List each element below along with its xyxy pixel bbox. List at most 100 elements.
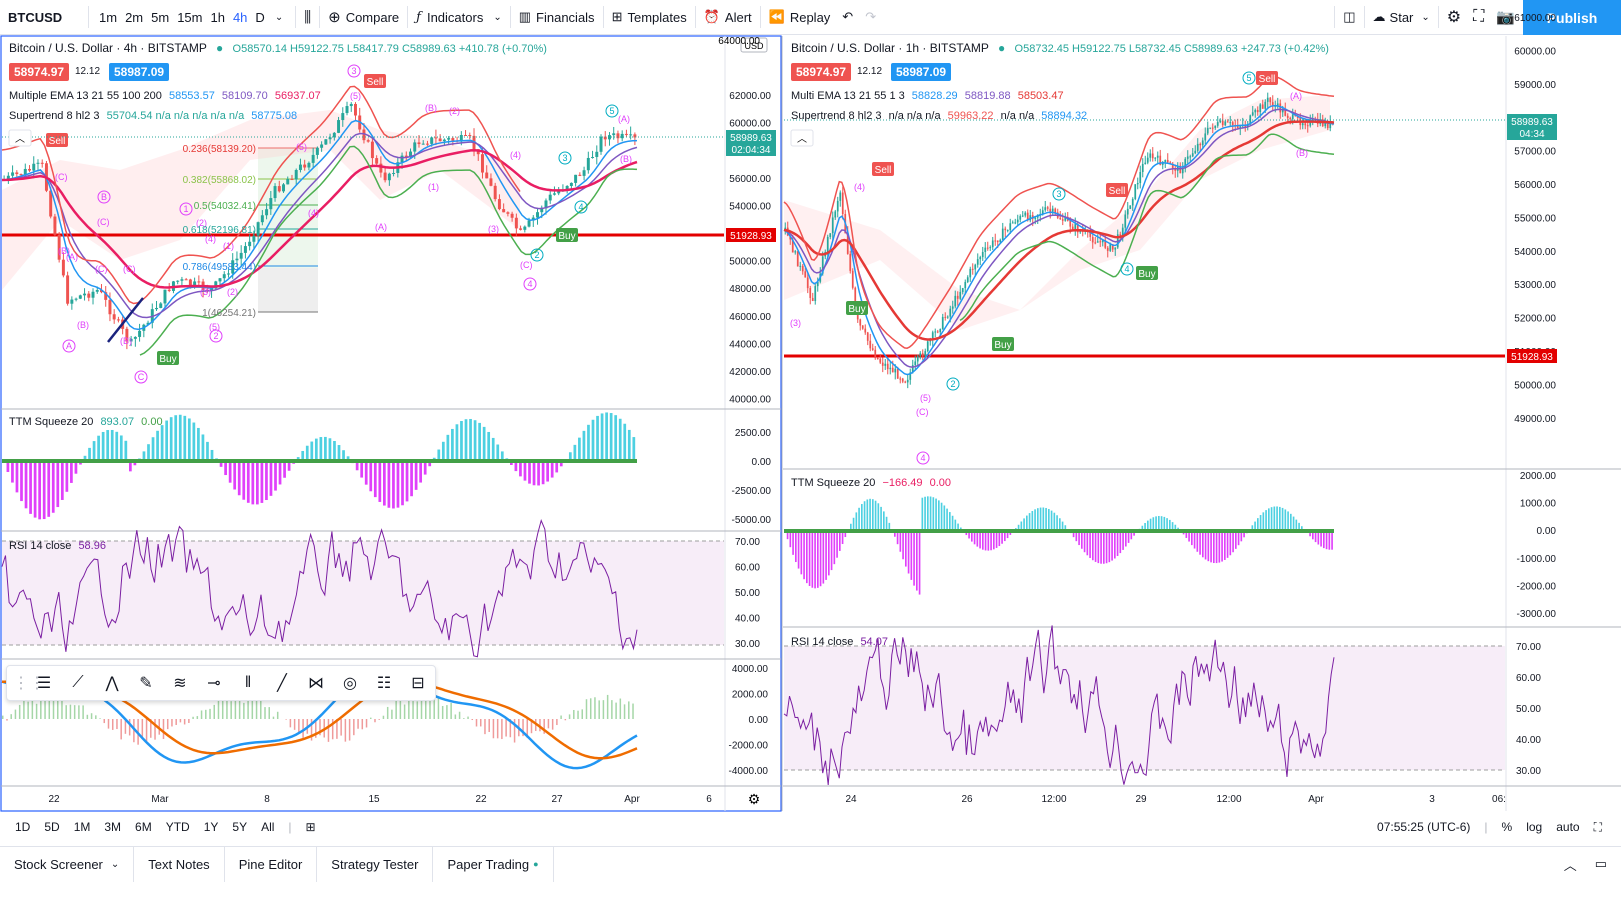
macd-bar — [310, 719, 313, 741]
tf-5m[interactable]: 5m — [151, 9, 170, 25]
candle-body — [1171, 163, 1174, 169]
fullscreen-button[interactable]: ⛶ — [1467, 0, 1490, 35]
alert-button[interactable]: ⏰ Alert — [698, 0, 758, 35]
maximize-icon[interactable]: ▭ — [1594, 856, 1607, 871]
auto-toggle[interactable]: auto — [1556, 820, 1580, 834]
replay-button[interactable]: ⏪ Replay — [763, 0, 837, 35]
right-ask-button[interactable]: 58987.09 — [891, 63, 952, 81]
clock-display[interactable]: 07:55:25 (UTC-6) — [1377, 820, 1471, 834]
range-5Y[interactable]: 5Y — [232, 820, 248, 834]
tab-stock-screener[interactable]: Stock Screener ⌄ — [0, 846, 135, 882]
ruler-tool-icon[interactable]: ⊟ — [411, 675, 425, 692]
time-tick: Apr — [624, 794, 640, 805]
tab-pine-editor[interactable]: Pine Editor — [225, 846, 318, 882]
range-3M[interactable]: 3M — [104, 820, 122, 834]
star-button[interactable]: ☁ Star ⌄ — [1367, 0, 1436, 35]
divider — [407, 6, 409, 28]
xabcd-tool-icon[interactable]: ⋈ — [308, 675, 324, 692]
svg-text:(B): (B) — [77, 320, 89, 330]
trend-line[interactable] — [107, 297, 144, 343]
range-YTD[interactable]: YTD — [165, 820, 190, 834]
svg-text:(2): (2) — [196, 218, 207, 228]
right-time-axis[interactable]: 24 26 12:00 29 12:00 Apr 3 06: — [845, 794, 1506, 805]
candle-body — [989, 247, 992, 249]
left-bid-button[interactable]: 58974.97 — [9, 63, 70, 81]
left-macd-line — [1, 670, 638, 770]
tf-4h[interactable]: 4h — [232, 9, 248, 25]
tf-D[interactable]: D — [255, 9, 265, 25]
hline-tool-icon[interactable]: ⊸ — [207, 675, 221, 692]
chevron-up-icon[interactable]: ︿ — [1563, 857, 1577, 873]
left-ema-legend[interactable]: Multiple EMA 13 21 55 100 200 58553.57 5… — [9, 90, 321, 102]
chevron-down-icon[interactable]: ⌄ — [274, 11, 284, 23]
right-supertrend-legend[interactable]: Supertrend 8 hl2 3 n/a n/a n/a 59963.22 … — [791, 110, 1087, 122]
gann-tool-icon[interactable]: ◎ — [343, 675, 357, 692]
fib-tool-icon[interactable]: ≋ — [173, 675, 187, 692]
tab-text-notes[interactable]: Text Notes — [134, 846, 225, 882]
range-6M[interactable]: 6M — [135, 820, 152, 834]
tf-1m[interactable]: 1m — [99, 9, 118, 25]
channel-tool-icon[interactable]: ☷ — [376, 675, 392, 692]
chart-canvas[interactable]: Sell Sell Buy Buy Sell Sell Sell Buy Buy… — [0, 0, 1621, 812]
right-ema-legend[interactable]: Multi EMA 13 21 55 1 3 58828.29 58819.88… — [791, 90, 1064, 102]
compare-button[interactable]: ⊕ Compare — [322, 0, 405, 35]
tf-2m[interactable]: 2m — [125, 9, 144, 25]
tf-1h[interactable]: 1h — [210, 9, 225, 25]
templates-button[interactable]: ⊞ Templates — [606, 0, 693, 35]
right-bid-button[interactable]: 58974.97 — [791, 63, 852, 81]
range-5D[interactable]: 5D — [44, 820, 60, 834]
tab-strategy-tester[interactable]: Strategy Tester — [317, 846, 434, 882]
candle-body — [383, 172, 387, 181]
ttm-bar — [110, 429, 114, 461]
vline-tool-icon[interactable]: ‖ — [244, 674, 252, 691]
settings-button[interactable]: ⚙ — [1441, 0, 1467, 35]
right-ttm-legend[interactable]: TTM Squeeze 20 −166.49 0.00 — [791, 477, 951, 489]
drag-handle-icon[interactable]: ⋮⋮ — [13, 675, 45, 692]
collapse-legend-button[interactable]: ︿ — [8, 129, 32, 147]
lines-tool-icon[interactable]: ☰ — [36, 675, 52, 692]
symbol-search[interactable]: BTCUSD — [8, 9, 63, 25]
pattern-tool-icon[interactable]: ⟋ — [72, 674, 84, 691]
snapshot-button[interactable]: 📷 — [1490, 0, 1521, 35]
ttm-bar — [142, 451, 146, 461]
indicators-button[interactable]: ƒ Indicators ⌄ — [410, 0, 508, 35]
left-ohlc: O58570.14 H59122.75 L58417.79 C58989.63 … — [232, 43, 547, 55]
candle-body — [936, 331, 939, 333]
collapse-legend-button[interactable]: ︿ — [790, 129, 814, 147]
publish-button[interactable]: Publish — [1523, 0, 1621, 35]
ttm-bar — [11, 461, 14, 483]
ttm-bar — [877, 503, 880, 531]
layout-button[interactable]: ◫ — [1337, 0, 1361, 35]
financials-button[interactable]: ▥ Financials — [513, 0, 601, 35]
ttm-bar — [1213, 531, 1215, 564]
fit-icon[interactable]: ⛶ — [1593, 819, 1602, 834]
percent-toggle[interactable]: % — [1501, 820, 1513, 834]
range-1M[interactable]: 1M — [73, 820, 91, 834]
ttm-bar — [979, 531, 981, 549]
log-toggle[interactable]: log — [1526, 820, 1543, 834]
ttm-bar — [1251, 525, 1254, 531]
range-All[interactable]: All — [261, 820, 275, 834]
brush-tool-icon[interactable]: ✎ — [139, 675, 153, 692]
date-range-icon[interactable]: ⊞ — [305, 820, 316, 834]
trendline-tool-icon[interactable]: ╱ — [277, 675, 287, 692]
candle-body — [1284, 109, 1287, 116]
candle-body — [582, 170, 586, 176]
range-1D[interactable]: 1D — [15, 820, 31, 834]
right-rsi-legend[interactable]: RSI 14 close 54.07 — [791, 636, 888, 648]
left-ask-button[interactable]: 58987.09 — [109, 63, 170, 81]
left-supertrend-legend[interactable]: Supertrend 8 hl2 3 55704.54 n/a n/a n/a … — [9, 110, 297, 122]
gear-icon[interactable]: ⚙ — [748, 791, 761, 807]
range-1Y[interactable]: 1Y — [203, 820, 219, 834]
left-ttm-legend[interactable]: TTM Squeeze 20 893.07 0.00 — [9, 416, 163, 428]
redo-button[interactable]: ↷ — [859, 0, 882, 35]
right-price-axis[interactable]: 61000.0060000.0059000.0058000.0057000.00… — [1514, 13, 1556, 425]
tab-paper-trading[interactable]: Paper Trading ● — [433, 846, 554, 882]
chart-type-button[interactable]: ⫼ — [298, 0, 317, 35]
undo-button[interactable]: ↶ — [836, 0, 859, 35]
abcd-tool-icon[interactable]: ⋀ — [105, 675, 119, 692]
left-ttm-histogram — [6, 412, 636, 520]
left-rsi-legend[interactable]: RSI 14 close 58.96 — [9, 540, 106, 552]
tf-15m[interactable]: 15m — [177, 9, 203, 25]
left-time-axis[interactable]: 22 Mar 8 15 22 27 Apr 6 — [48, 794, 712, 805]
